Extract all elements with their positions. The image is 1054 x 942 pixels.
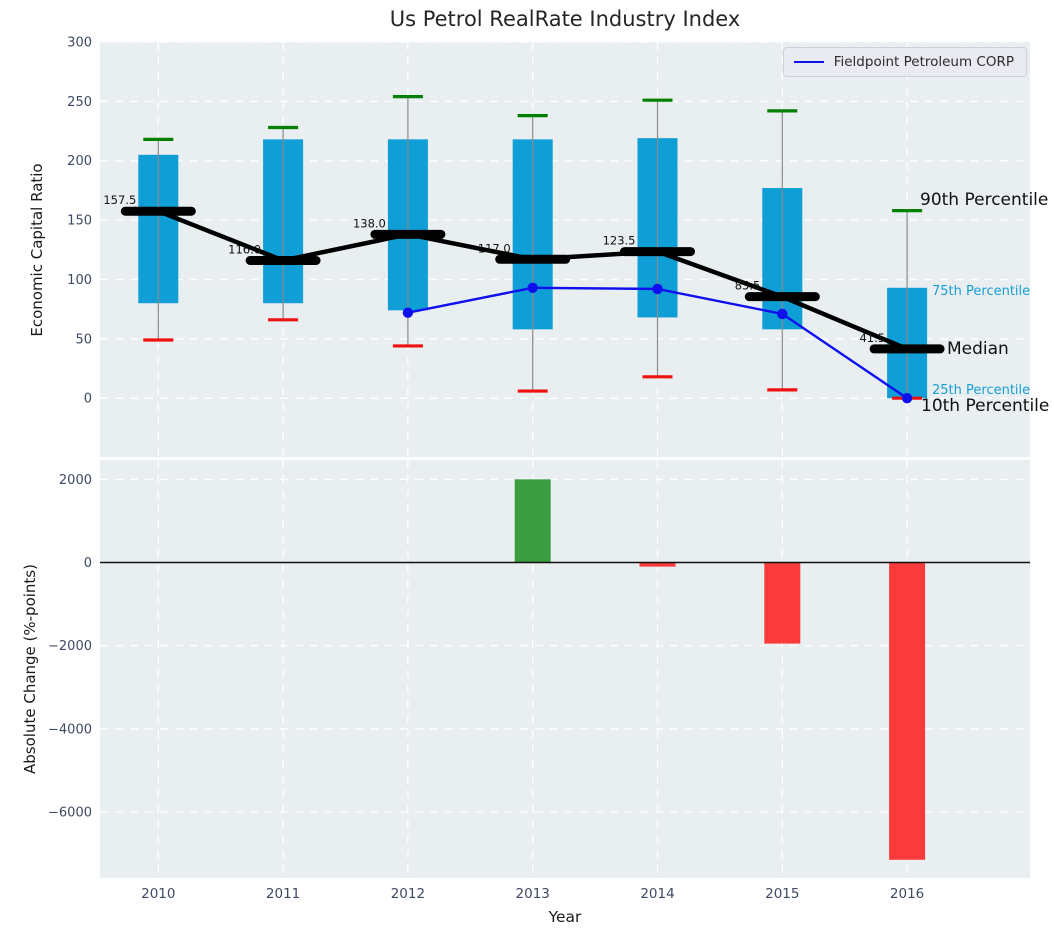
median-value-label: 157.5 xyxy=(103,193,136,207)
median-value-label: 123.5 xyxy=(603,234,636,248)
median-value-label: 41.5 xyxy=(859,331,885,345)
y-tick-label-bottom: −4000 xyxy=(48,722,92,737)
x-tick-label: 2015 xyxy=(765,886,799,902)
x-axis-label: Year xyxy=(100,905,1030,929)
x-tick-label: 2013 xyxy=(516,886,550,902)
company-point xyxy=(528,283,538,293)
chart-title: Us Petrol RealRate Industry Index xyxy=(100,7,1030,31)
x-tick-label: 2010 xyxy=(141,886,175,902)
company-point xyxy=(652,284,662,294)
median-value-label: 138.0 xyxy=(353,216,386,230)
median-value-label: 116.0 xyxy=(228,242,261,256)
x-tick-label: 2012 xyxy=(391,886,425,902)
y-tick-label-top: 200 xyxy=(67,154,92,169)
y-tick-label-top: 150 xyxy=(67,214,92,229)
legend: Fieldpoint Petroleum CORP xyxy=(783,47,1027,77)
chart-canvas: 0 50 100 150 200 250 300 2000 0 −2000 −4000 −6000 20… xyxy=(0,0,1054,942)
figure: 0 50 100 150 200 250 300 2000 0 −2000 −4000 −6000 20… xyxy=(0,0,1054,942)
change-bar-negative xyxy=(889,563,925,860)
y-tick-label-top: 300 xyxy=(67,36,92,51)
y-tick-label-bottom: 2000 xyxy=(59,473,92,488)
company-point xyxy=(777,309,787,319)
y-axis-label-top: Economic Capital Ratio xyxy=(25,100,49,400)
y-tick-label-top: 0 xyxy=(84,392,92,407)
y-tick-label-bottom: 0 xyxy=(84,556,92,571)
annotation-90th-percentile: 90th Percentile xyxy=(920,190,1048,210)
annotation-10th-percentile: 10th Percentile xyxy=(921,396,1049,416)
x-tick-label: 2011 xyxy=(266,886,300,902)
annotation-75th-percentile: 75th Percentile xyxy=(932,284,1030,299)
company-point xyxy=(403,308,413,318)
median-value-label: 117.0 xyxy=(478,241,511,255)
annotation-median: Median xyxy=(947,339,1009,359)
y-axis-label-bottom: Absolute Change (%-points) xyxy=(18,519,42,819)
x-tick-label: 2014 xyxy=(640,886,674,902)
y-tick-label-top: 250 xyxy=(67,95,92,110)
y-tick-label-bottom: −6000 xyxy=(48,805,92,820)
change-bar-positive xyxy=(515,479,551,562)
y-tick-label-top: 100 xyxy=(67,273,92,288)
company-point xyxy=(902,393,912,403)
median-value-label: 85.5 xyxy=(735,279,761,293)
y-tick-label-bottom: −2000 xyxy=(48,639,92,654)
legend-label: Fieldpoint Petroleum CORP xyxy=(834,54,1014,70)
x-tick-label: 2016 xyxy=(890,886,924,902)
change-bar-negative xyxy=(764,563,800,644)
legend-line-swatch xyxy=(794,61,824,63)
y-tick-label-top: 50 xyxy=(75,332,92,347)
